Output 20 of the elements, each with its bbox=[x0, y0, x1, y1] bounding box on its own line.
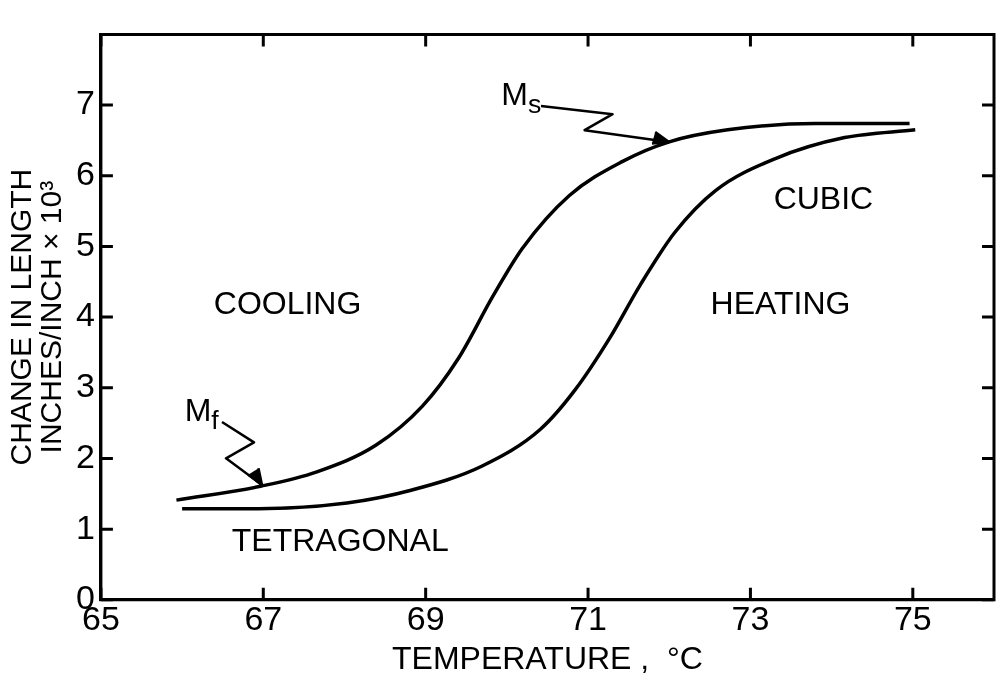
y-tick-label: 1 bbox=[75, 507, 95, 546]
annotation: CUBIC bbox=[773, 179, 874, 217]
y-tick-label: 7 bbox=[75, 83, 95, 122]
y-tick-label: 4 bbox=[75, 295, 95, 334]
x-tick-label: 75 bbox=[893, 598, 932, 637]
annotation: TETRAGONAL bbox=[231, 521, 449, 559]
y-tick-label: 2 bbox=[75, 436, 95, 475]
x-tick-label: 71 bbox=[569, 598, 607, 637]
x-tick-label: 69 bbox=[406, 598, 445, 637]
annotation: M$_{s}$ bbox=[501, 76, 542, 120]
y-tick-label: 5 bbox=[75, 224, 95, 263]
y-axis-title: CHANGE IN LENGTH INCHES/INCH × 10³ bbox=[4, 168, 68, 466]
x-tick-label: 73 bbox=[731, 598, 770, 637]
x-tick-label: 67 bbox=[244, 598, 283, 637]
x-axis-title: TEMPERATURE , °C bbox=[392, 639, 703, 676]
y-tick-label: 6 bbox=[75, 154, 95, 193]
annotation: HEATING bbox=[710, 284, 851, 322]
annotation: M$_{f}$ bbox=[184, 392, 219, 436]
y-tick-label: 3 bbox=[75, 366, 95, 405]
annotation: COOLING bbox=[213, 284, 362, 322]
